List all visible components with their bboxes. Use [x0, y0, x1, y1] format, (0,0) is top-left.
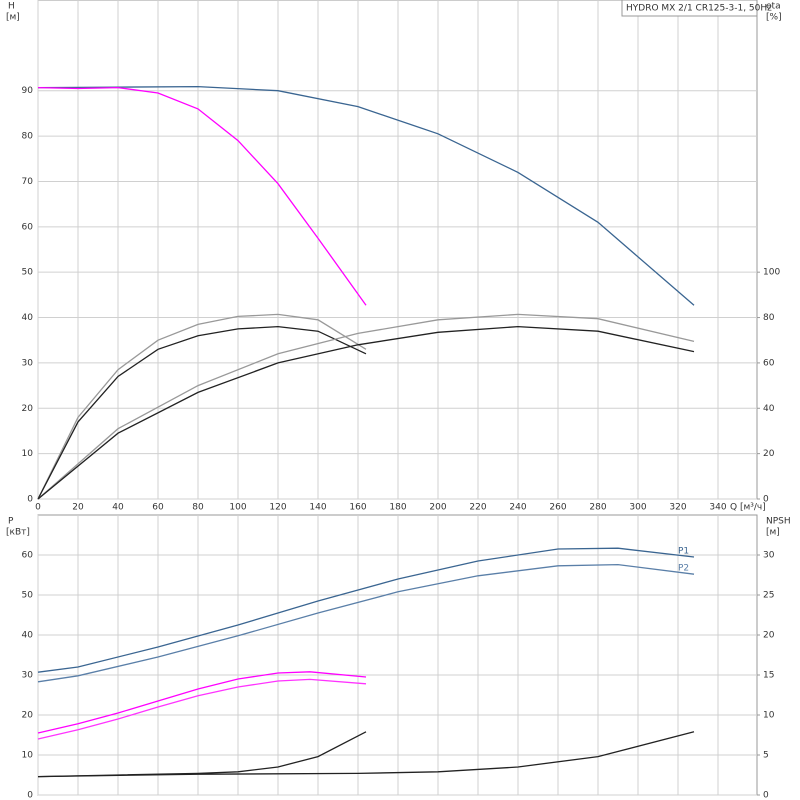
- y-tick-label: 40: [22, 631, 34, 641]
- y2-tick-label: 30: [763, 551, 775, 561]
- y-tick-label: 40: [22, 313, 34, 323]
- x-axis-label: Q [м³/ч]: [730, 503, 766, 513]
- curve: [37, 85, 695, 306]
- x-tick-label: 340: [709, 503, 726, 513]
- x-tick-label: 100: [229, 503, 246, 513]
- y2-tick-label: 100: [763, 268, 780, 278]
- y-tick-label: 20: [22, 711, 34, 721]
- y2-tick-label: 0: [763, 495, 769, 505]
- y-tick-label: 0: [27, 791, 33, 800]
- y-tick-label: 80: [22, 132, 34, 142]
- y-axis-unit: [кВт]: [6, 528, 30, 538]
- x-tick-label: 240: [509, 503, 526, 513]
- y2-tick-label: 80: [763, 313, 775, 323]
- y-tick-label: 90: [22, 86, 34, 96]
- curve: [37, 671, 367, 734]
- y2-tick-label: 20: [763, 449, 775, 459]
- y-tick-label: 10: [22, 449, 34, 459]
- y-tick-label: 60: [22, 222, 34, 232]
- x-tick-label: 180: [389, 503, 406, 513]
- y-tick-label: 50: [22, 268, 34, 278]
- curve-label: P1: [678, 547, 689, 557]
- y-tick-label: 0: [27, 495, 33, 505]
- y-tick-label: 20: [22, 404, 34, 414]
- x-tick-label: 260: [549, 503, 566, 513]
- x-tick-label: 320: [669, 503, 686, 513]
- curve: [37, 731, 695, 778]
- y-axis-label: H: [8, 2, 15, 12]
- curve: [37, 678, 367, 740]
- curve: [37, 325, 367, 500]
- chart-title: HYDRO MX 2/1 CR125-3-1, 50Hz: [626, 4, 772, 14]
- title-box: [621, 0, 758, 17]
- curve: [37, 86, 367, 306]
- y-tick-label: 30: [22, 671, 34, 681]
- x-tick-label: 60: [152, 503, 164, 513]
- x-tick-label: 200: [429, 503, 446, 513]
- y2-tick-label: 60: [763, 358, 775, 368]
- x-tick-label: 40: [112, 503, 124, 513]
- y-axis-label: P: [8, 517, 14, 527]
- x-tick-label: 160: [349, 503, 366, 513]
- y2-axis-unit: [м]: [766, 528, 780, 538]
- y-tick-label: 10: [22, 751, 34, 761]
- x-tick-label: 0: [35, 503, 41, 513]
- y2-tick-label: 25: [763, 591, 774, 601]
- x-tick-label: 20: [72, 503, 84, 513]
- y2-axis-label: eta: [766, 2, 781, 12]
- curve: [37, 313, 695, 500]
- y-tick-label: 50: [22, 591, 34, 601]
- curve: [37, 563, 695, 683]
- x-tick-label: 220: [469, 503, 486, 513]
- y-tick-label: 60: [22, 551, 34, 561]
- x-tick-label: 140: [309, 503, 326, 513]
- curve: [37, 325, 695, 500]
- y2-tick-label: 10: [763, 711, 775, 721]
- y2-tick-label: 0: [763, 791, 769, 800]
- curve: [37, 313, 367, 500]
- y2-tick-label: 15: [763, 671, 774, 681]
- x-tick-label: 300: [629, 503, 646, 513]
- x-tick-label: 280: [589, 503, 606, 513]
- curve-label: P2: [678, 564, 689, 574]
- y-axis-unit: [м]: [6, 13, 20, 23]
- y2-tick-label: 40: [763, 404, 775, 414]
- y2-tick-label: 20: [763, 631, 775, 641]
- y-tick-label: 70: [22, 177, 34, 187]
- curve: [37, 547, 695, 673]
- y2-tick-label: 5: [763, 751, 769, 761]
- x-tick-label: 120: [269, 503, 286, 513]
- y-tick-label: 30: [22, 358, 34, 368]
- y2-axis-label: NPSH: [766, 517, 791, 527]
- x-tick-label: 80: [192, 503, 204, 513]
- y2-axis-unit: [%]: [766, 13, 782, 23]
